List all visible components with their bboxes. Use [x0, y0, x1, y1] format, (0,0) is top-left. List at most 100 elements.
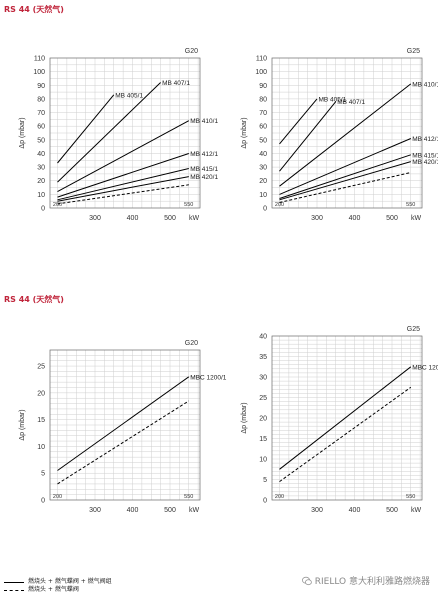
series-line [57, 168, 189, 201]
x-axis-label: kW [189, 507, 200, 514]
y-tick-label: 0 [41, 498, 45, 505]
y-axis-label: Δp (mbar) [19, 117, 26, 148]
y-tick-label: 80 [259, 96, 267, 103]
x-axis-label: kW [411, 215, 422, 222]
y-tick-label: 20 [37, 390, 45, 397]
series-line [279, 138, 411, 195]
legend-item-dashed: 燃烧头 + 燃气蝶阀 [4, 586, 112, 594]
y-tick-label: 100 [255, 69, 267, 76]
series-line-dashed [279, 172, 411, 203]
y-tick-label: 90 [37, 83, 45, 90]
section-title-top: RS 44 (天然气) [4, 5, 64, 14]
y-tick-label: 40 [259, 151, 267, 158]
section-title-bottom: RS 44 (天然气) [4, 295, 64, 304]
y-tick-label: 50 [259, 137, 267, 144]
y-tick-label: 80 [37, 96, 45, 103]
x-tick-label: 400 [349, 215, 361, 222]
series-line-dashed [279, 386, 412, 483]
series-line [57, 94, 115, 164]
series-line [279, 98, 318, 145]
y-tick-label: 0 [41, 206, 45, 213]
y-tick-label: 40 [37, 151, 45, 158]
y-tick-label: 30 [259, 165, 267, 172]
series-label: MB 410/1 [412, 81, 438, 88]
series-line [57, 153, 189, 198]
series-line [279, 366, 412, 470]
legend: 燃烧头 + 燃气蝶阀 + 燃气阀组 燃烧头 + 燃气蝶阀 [4, 578, 112, 594]
plot-frame [49, 349, 201, 501]
gas-label: G25 [407, 326, 420, 333]
y-tick-label: 20 [259, 178, 267, 185]
legend-solid-label: 燃烧头 + 燃气蝶阀 + 燃气阀组 [28, 578, 112, 585]
x-tick-label: 300 [89, 507, 101, 514]
watermark: RIELLO 意大利利雅路燃烧器 [301, 574, 430, 587]
x-tick-label: 400 [127, 215, 139, 222]
y-tick-label: 35 [259, 354, 267, 361]
y-tick-label: 30 [37, 165, 45, 172]
series-label: MB 412/1 [412, 136, 438, 143]
series-line [279, 101, 337, 172]
wechat-icon [301, 576, 312, 585]
series-line [279, 161, 411, 201]
x-max-label: 550 [184, 494, 193, 500]
x-tick-label: 500 [386, 215, 398, 222]
legend-item-solid: 燃烧头 + 燃气蝶阀 + 燃气阀组 [4, 578, 112, 586]
series-label: MB 420/1 [412, 159, 438, 166]
y-tick-label: 0 [263, 206, 267, 213]
y-tick-label: 70 [37, 110, 45, 117]
y-tick-label: 60 [259, 124, 267, 131]
x-axis-label: kW [411, 507, 422, 514]
x-min-label: 200 [275, 202, 284, 208]
chart-g20-mb: 0 10 20 30 40 50 60 70 80 90 100 110 300 400 500 200 550… [19, 48, 218, 222]
x-tick-label: 500 [386, 507, 398, 514]
plot-frame [49, 57, 201, 209]
series-line [57, 176, 189, 202]
y-tick-label: 90 [259, 83, 267, 90]
y-tick-label: 20 [37, 178, 45, 185]
series-label: MB 407/1 [337, 99, 365, 106]
y-axis-label: Δp (mbar) [19, 409, 26, 440]
y-tick-label: 0 [263, 498, 267, 505]
y-tick-label: 25 [259, 395, 267, 402]
x-tick-label: 300 [89, 215, 101, 222]
series-line-dashed [57, 184, 189, 205]
series-label: MB 405/1 [115, 92, 143, 99]
y-tick-label: 110 [256, 56, 267, 63]
y-tick-label: 50 [37, 137, 45, 144]
chart-g25-mb: 0 10 20 30 40 50 60 70 80 90 100 110 300 400 500 200 550… [241, 48, 438, 222]
x-tick-label: 500 [164, 507, 176, 514]
legend-dashed-line [4, 589, 24, 591]
gas-label: G25 [407, 48, 420, 55]
x-axis-label: kW [189, 215, 200, 222]
gas-label: G20 [185, 48, 198, 55]
x-min-label: 200 [275, 494, 284, 500]
plot-frame [271, 57, 423, 209]
series-label: MB 415/1 [190, 166, 218, 173]
series-line [279, 154, 411, 199]
y-tick-label: 10 [37, 444, 45, 451]
y-tick-label: 25 [37, 364, 45, 371]
series-label: MB 420/1 [190, 174, 218, 181]
y-tick-label: 110 [34, 56, 45, 63]
series-label: MB 412/1 [190, 151, 218, 158]
y-tick-label: 10 [259, 192, 267, 199]
y-tick-label: 40 [259, 334, 267, 341]
x-min-label: 200 [53, 494, 62, 500]
chart-g20-mbc: 0 5 10 15 20 25 300 400 500 200 550 kW Δp (mbar) G20 M… [19, 340, 227, 514]
chart-g25-mbc: 0 5 10 15 20 25 30 35 40 300 400 500 200 550 kW Δp (mba… [241, 326, 438, 514]
y-tick-label: 100 [33, 69, 45, 76]
gas-label: G20 [185, 340, 198, 347]
x-tick-label: 300 [311, 215, 323, 222]
series-line [57, 376, 190, 471]
y-tick-label: 5 [263, 477, 267, 484]
x-tick-label: 300 [311, 507, 323, 514]
y-tick-label: 20 [259, 416, 267, 423]
x-max-label: 550 [406, 202, 415, 208]
plot-frame [271, 335, 423, 501]
y-tick-label: 15 [259, 436, 267, 443]
watermark-text: RIELLO 意大利利雅路燃烧器 [314, 577, 430, 587]
y-axis-label: Δp (mbar) [241, 402, 248, 433]
series-line [279, 83, 412, 187]
x-tick-label: 400 [349, 507, 361, 514]
y-tick-label: 5 [41, 471, 45, 478]
